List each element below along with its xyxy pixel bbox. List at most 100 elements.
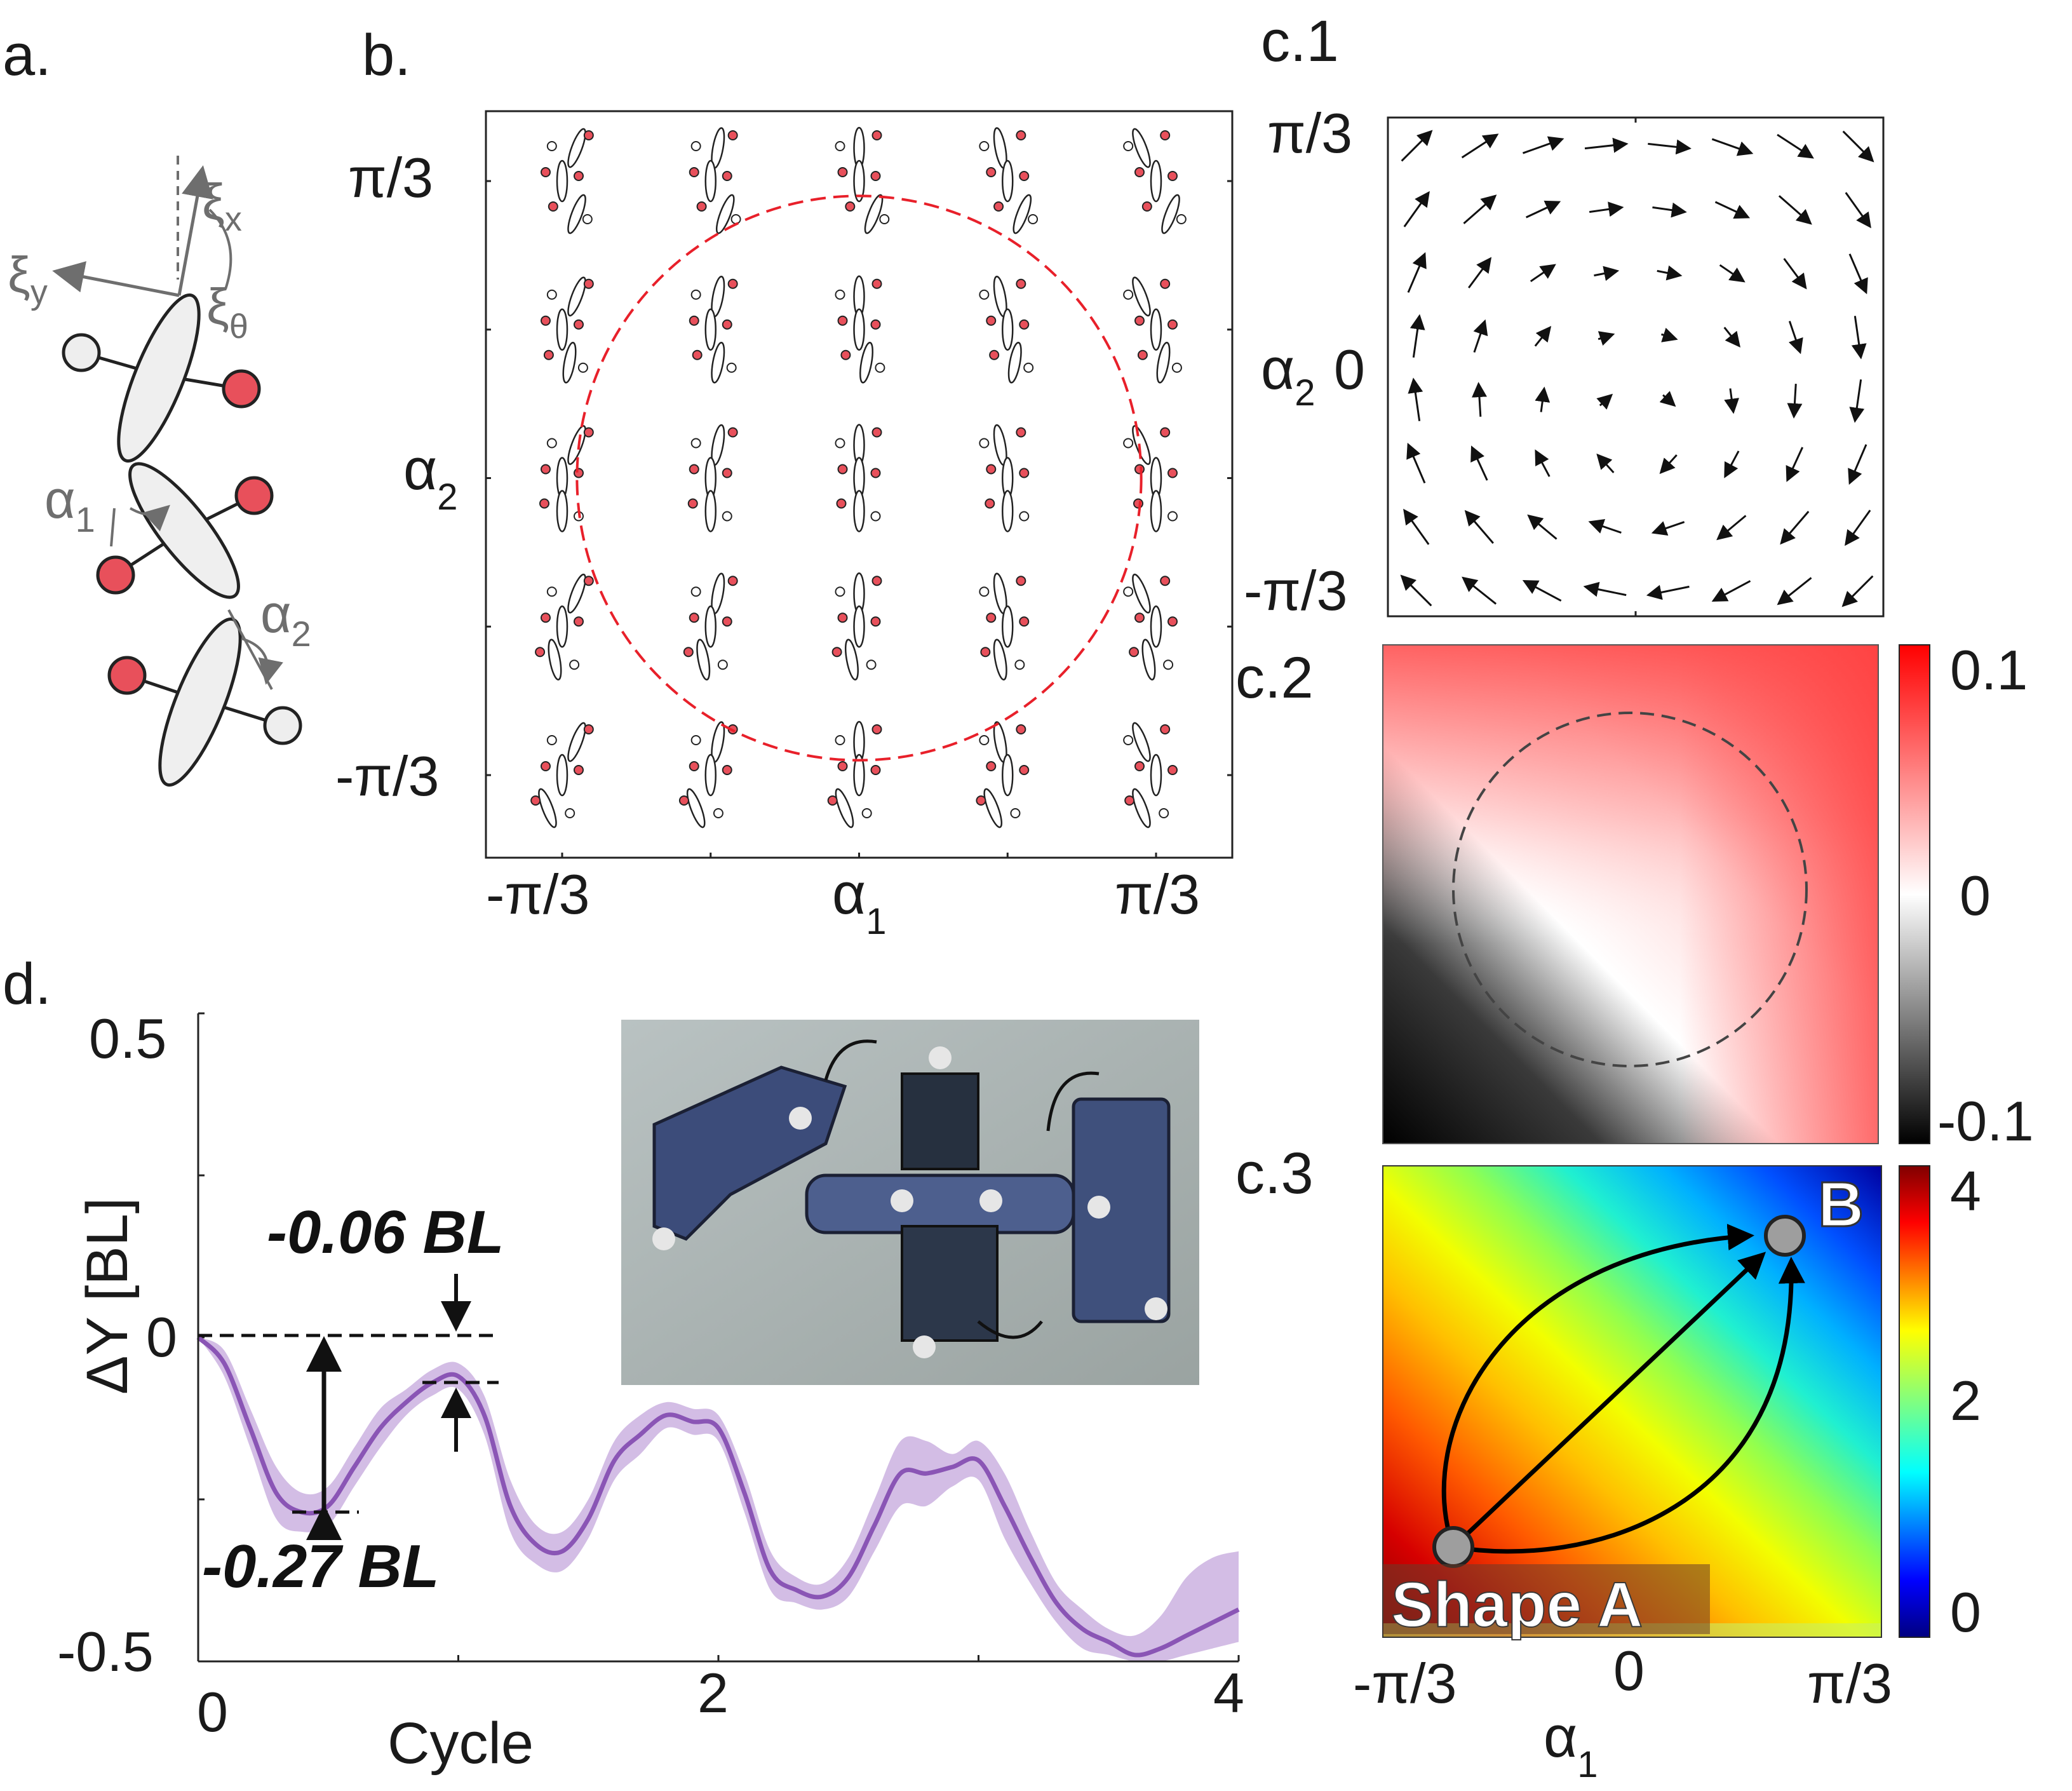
foot-red [107, 656, 147, 695]
glyph-segment [1132, 276, 1151, 317]
robot-glyph [689, 127, 741, 234]
glyph-foot [1167, 171, 1178, 181]
glyph-segment [556, 490, 568, 532]
d-xtick-0: 0 [197, 1680, 228, 1743]
vector-arrow [1408, 377, 1423, 421]
vector-arrow [1711, 580, 1751, 602]
body-segment-rear [158, 617, 242, 787]
glyph-segment [1150, 754, 1162, 797]
vector-arrow [1583, 581, 1627, 597]
glyph-segment [1012, 194, 1032, 234]
glyph-segment [704, 490, 716, 532]
alpha2-reference [227, 609, 273, 690]
shape-grid-robots [530, 126, 1187, 828]
glyph-segment [1132, 128, 1151, 168]
glyph-foot [678, 795, 689, 806]
shape-b-point [1764, 1215, 1806, 1257]
c2-cbar-tick-mid: 0 [1960, 864, 1991, 927]
glyph-foot [541, 612, 551, 623]
glyph-foot [722, 765, 732, 775]
vector-arrow [1464, 510, 1494, 544]
glyph-foot [979, 438, 990, 449]
glyph-foot [835, 141, 845, 151]
robot-glyph [979, 127, 1039, 234]
robot-glyph [1123, 573, 1178, 681]
vector-arrow [1598, 331, 1615, 346]
b-ylabel: α2 [403, 437, 457, 518]
vector-arrow [1778, 195, 1812, 225]
annotation-peak: -0.06 BL [267, 1198, 504, 1266]
robot-spine [805, 1173, 1075, 1234]
c3-cbar-tick-top: 4 [1950, 1159, 1981, 1222]
glyph-foot [1134, 464, 1145, 475]
glyph-foot [727, 576, 738, 586]
glyph-segment [1002, 605, 1014, 648]
glyph-foot [583, 576, 594, 586]
c3-cbar-tick-mid: 2 [1950, 1369, 1981, 1432]
glyph-foot [546, 289, 557, 300]
vector-arrow [1472, 382, 1487, 417]
glyph-foot [837, 167, 848, 177]
glyph-foot [535, 647, 546, 658]
vector-arrow [1711, 138, 1754, 156]
glyph-segment [1002, 308, 1014, 351]
glyph-foot [690, 586, 701, 597]
cost-map: Shape A B 4 2 0 -π/3 0 π/3 α1 [1353, 1159, 1981, 1785]
glyph-foot [979, 141, 990, 151]
robot-glyph [1123, 128, 1187, 234]
glyph-foot [1176, 214, 1187, 224]
glyph-segment [853, 490, 865, 532]
glyph-foot [875, 362, 885, 373]
glyph-segment [1132, 573, 1151, 614]
glyph-foot [577, 362, 588, 373]
glyph-foot [689, 315, 699, 326]
glyph-foot [574, 468, 584, 478]
glyph-foot [574, 171, 584, 181]
glyph-segment [1150, 159, 1162, 203]
glyph-segment [835, 788, 854, 828]
vector-field: π/3 0 -π/3 α2 [1244, 102, 1885, 622]
foot-white [62, 333, 101, 372]
glyph-foot [1167, 319, 1178, 330]
glyph-foot [1160, 278, 1171, 289]
glyph-foot [1141, 201, 1152, 212]
glyph-segment [1161, 194, 1180, 234]
glyph-foot [870, 468, 881, 478]
xi-y-label: ξy [8, 247, 48, 311]
vector-arrow [1652, 202, 1687, 218]
glyph-foot [871, 278, 882, 289]
vector-arrow [1525, 200, 1561, 219]
xi-x-arrow [177, 165, 213, 296]
glyph-segment [853, 308, 865, 351]
glyph-segment [1132, 722, 1151, 762]
vector-field-frame [1387, 116, 1885, 618]
glyph-foot [1137, 349, 1148, 360]
glyph-foot [582, 214, 593, 224]
vector-arrow [1845, 510, 1871, 546]
glyph-foot [574, 616, 584, 627]
vector-arrow [1534, 326, 1552, 347]
glyph-foot [727, 130, 738, 140]
glyph-segment [567, 128, 586, 168]
robot-glyph [689, 275, 738, 384]
glyph-foot [831, 647, 842, 658]
vector-arrow [1406, 442, 1426, 483]
vector-arrow [1845, 192, 1871, 229]
vector-arrow [1401, 130, 1433, 162]
robot-photo [621, 1020, 1199, 1385]
xi-theta-label: ξθ [206, 278, 248, 346]
glyph-foot [546, 438, 557, 449]
glyph-segment [567, 722, 586, 762]
vector-arrow [1407, 252, 1427, 293]
glyph-foot [690, 289, 701, 300]
glyph-foot [1160, 724, 1171, 734]
glyph-foot [837, 315, 848, 326]
glyph-foot [836, 498, 847, 509]
c2-colorbar [1899, 644, 1930, 1144]
glyph-segment [704, 754, 716, 797]
shape-a-point [1432, 1526, 1474, 1568]
marker-ball [1087, 1196, 1110, 1219]
b-ytick-bottom: -π/3 [335, 745, 439, 808]
glyph-foot [1134, 315, 1145, 326]
path-lower [1453, 1257, 1805, 1554]
